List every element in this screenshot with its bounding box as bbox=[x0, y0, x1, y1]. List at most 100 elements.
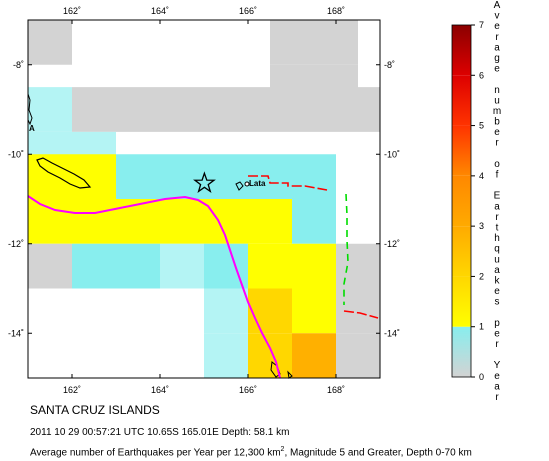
grid-cell bbox=[160, 87, 204, 132]
colorbar-title-letter: r bbox=[495, 32, 499, 43]
grid-cell bbox=[72, 199, 116, 244]
colorbar-title-letter: r bbox=[495, 138, 499, 149]
lat-tick-label-left: -10˚ bbox=[8, 149, 24, 159]
colorbar-title-letter: h bbox=[494, 233, 500, 244]
colorbar-title-letter: E bbox=[494, 191, 501, 202]
grid-cell bbox=[248, 199, 292, 244]
island-coastline bbox=[36, 157, 92, 189]
colorbar-title-letter: b bbox=[494, 117, 500, 128]
grid-cell bbox=[116, 154, 160, 199]
colorbar-tick-label: 2 bbox=[479, 271, 484, 281]
lon-tick-label-bottom: 162˚ bbox=[63, 385, 81, 395]
grid-cell bbox=[160, 154, 204, 199]
grid-cell bbox=[204, 333, 248, 378]
earthquake-rate-grid bbox=[28, 20, 380, 378]
colorbar-segment bbox=[452, 125, 471, 176]
colorbar-segment bbox=[452, 276, 471, 327]
colorbar-title-letter: k bbox=[495, 275, 501, 286]
lat-tick-label-right: -14˚ bbox=[384, 328, 400, 338]
colorbar-title-letter: e bbox=[494, 21, 500, 32]
caption-suffix: , Magnitude 5 and Greater, Depth 0-70 km bbox=[284, 447, 472, 459]
lon-tick-label-top: 168˚ bbox=[327, 6, 345, 16]
lat-tick-label-right: -10˚ bbox=[384, 149, 400, 159]
colorbar-tick-label: 1 bbox=[479, 322, 484, 332]
colorbar-segment bbox=[452, 175, 471, 227]
colorbar-tick-label: 7 bbox=[479, 20, 484, 30]
map-frame bbox=[27, 19, 381, 379]
caption-prefix: Average number of Earthquakes per Year p… bbox=[30, 447, 281, 459]
grid-cell bbox=[292, 154, 336, 199]
star-icon bbox=[193, 171, 216, 194]
grid-cell bbox=[248, 87, 292, 132]
grid-cell bbox=[116, 87, 160, 132]
colorbar-tick-label: 3 bbox=[479, 221, 484, 231]
colorbar-title-letter: v bbox=[495, 11, 500, 22]
grid-cell bbox=[248, 288, 292, 334]
grid-cell bbox=[204, 288, 248, 334]
grid-cell bbox=[160, 243, 204, 289]
island-coastline bbox=[235, 181, 244, 191]
colorbar-title-letter: t bbox=[496, 222, 499, 233]
grid-cell bbox=[116, 243, 160, 289]
trench-line bbox=[343, 310, 379, 319]
colorbar-title-letter: m bbox=[493, 106, 501, 117]
place-label-lata: Lata bbox=[249, 179, 266, 188]
grid-cell bbox=[292, 333, 336, 378]
grid-cell bbox=[204, 154, 248, 199]
colorbar-segment bbox=[452, 226, 471, 277]
colorbar: 01234567AveragenumberofEarthquakesperYea… bbox=[451, 0, 501, 403]
colorbar-title-letter: e bbox=[494, 64, 500, 75]
grid-cell bbox=[336, 333, 380, 378]
colorbar-title-letter: u bbox=[494, 95, 500, 106]
island-coastline bbox=[287, 370, 293, 379]
event-info: 2011 10 29 00:57:21 UTC 10.65S 165.01E D… bbox=[30, 427, 290, 438]
colorbar-tick-label: 5 bbox=[479, 121, 484, 131]
grid-cell bbox=[248, 243, 292, 289]
map-caption: Average number of Earthquakes per Year p… bbox=[30, 446, 472, 458]
grid-cell bbox=[72, 87, 116, 132]
colorbar-tick-label: 0 bbox=[479, 372, 484, 382]
colorbar-border bbox=[451, 24, 472, 378]
grid-cell bbox=[28, 20, 72, 65]
lon-tick-label-bottom: 166˚ bbox=[239, 385, 257, 395]
colorbar-title-letter: p bbox=[494, 318, 500, 329]
colorbar-title-letter: g bbox=[494, 53, 500, 64]
town-marker bbox=[244, 181, 250, 187]
tectonic-features bbox=[27, 175, 379, 379]
colorbar-title-letter: e bbox=[494, 328, 500, 339]
map-title: SANTA CRUZ ISLANDS bbox=[30, 403, 160, 417]
grid-cell bbox=[270, 20, 314, 65]
colorbar-title-letter: a bbox=[494, 42, 500, 53]
colorbar-title-letter: q bbox=[494, 244, 500, 255]
colorbar-segment bbox=[452, 326, 471, 377]
colorbar-title-letter: r bbox=[495, 339, 499, 350]
lon-tick-label-top: 164˚ bbox=[151, 6, 169, 16]
grid-cell bbox=[336, 87, 380, 132]
colorbar-title-letter: a bbox=[494, 381, 500, 392]
map-ticks: 162˚ 162˚ 164˚ 164˚ 166˚ 166˚ 168˚ 168˚ -8˚ -8˚ -1… bbox=[8, 6, 400, 395]
grid-cell bbox=[336, 243, 380, 289]
grid-cell bbox=[336, 288, 380, 334]
trench-line bbox=[248, 175, 328, 191]
grid-cell bbox=[292, 199, 336, 244]
lon-tick-label-top: 162˚ bbox=[63, 6, 81, 16]
lat-tick-label-left: -8˚ bbox=[13, 60, 24, 70]
colorbar-title-letter: e bbox=[494, 127, 500, 138]
place-labels: Lata A bbox=[29, 124, 266, 188]
grid-cell bbox=[116, 199, 160, 244]
grid-cell bbox=[292, 243, 336, 289]
lat-tick-label-left: -12˚ bbox=[8, 239, 24, 249]
colorbar-title-letter: r bbox=[495, 392, 499, 403]
colorbar-title-letter: Y bbox=[494, 360, 501, 371]
lon-tick-label-bottom: 164˚ bbox=[151, 385, 169, 395]
plate-boundary-line bbox=[27, 195, 281, 379]
colorbar-segment bbox=[452, 25, 471, 76]
lat-tick-label-right: -12˚ bbox=[384, 239, 400, 249]
colorbar-title-letter: f bbox=[496, 170, 499, 181]
epicenter-marker bbox=[193, 171, 216, 194]
grid-cell bbox=[248, 333, 292, 378]
lat-tick-label-left: -14˚ bbox=[8, 328, 24, 338]
grid-cell bbox=[28, 154, 72, 199]
grid-cell bbox=[28, 243, 72, 289]
